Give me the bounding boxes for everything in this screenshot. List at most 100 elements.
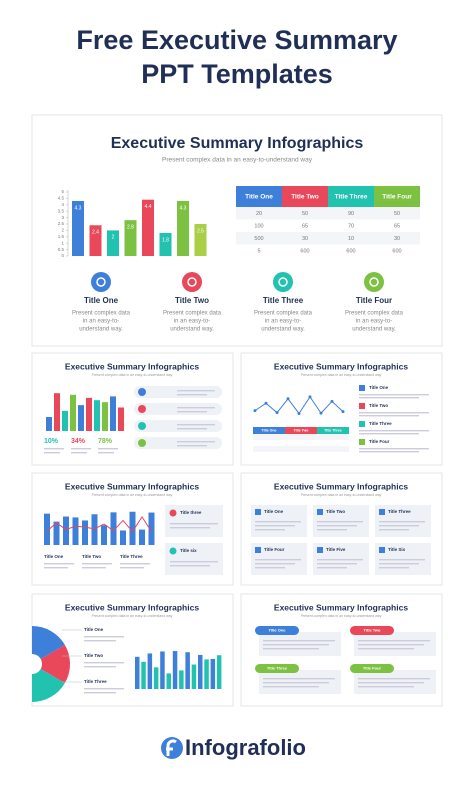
thumb-subtitle: Present complex data in an easy-to-under…: [301, 373, 382, 377]
thumb-title: Executive Summary Infographics: [65, 361, 199, 371]
pill: [134, 437, 222, 449]
item-text: understand way.: [352, 327, 396, 333]
deco-bar: [185, 652, 190, 689]
item-text: understand way.: [79, 327, 123, 333]
thumb-label: 78%: [98, 438, 113, 445]
thumb-label: Title One: [264, 509, 284, 514]
item-title: Title Two: [175, 296, 209, 305]
text-line: [170, 523, 218, 525]
y-tick-label: 1.5: [58, 234, 65, 239]
deco-sector: [32, 645, 70, 683]
text-line: [263, 686, 319, 688]
list-icon: [359, 421, 365, 427]
table-cell: 10: [348, 236, 354, 242]
y-tick-label: 2: [61, 228, 64, 233]
text-line: [358, 644, 424, 646]
item-title: Title Three: [263, 296, 304, 305]
thumb-label: Title Two: [294, 428, 309, 432]
list-icon: [359, 439, 365, 445]
deco-bar: [210, 658, 216, 689]
deco-bar: [118, 407, 124, 431]
text-line: [255, 567, 285, 569]
card-icon: [169, 547, 177, 555]
text-line: [44, 563, 74, 565]
text-line: [359, 412, 429, 414]
table-cell: 500: [254, 236, 263, 242]
text-line: [317, 567, 347, 569]
item-title: Title Four: [356, 296, 392, 305]
deco-bar: [153, 667, 159, 689]
text-line: [84, 688, 124, 690]
text-line: [255, 521, 301, 523]
text-line: [84, 640, 116, 642]
table-cell: 600: [346, 248, 355, 254]
deco-bar: [141, 661, 146, 689]
deco-bar: [139, 529, 145, 545]
text-line: [177, 394, 207, 396]
deco-bar: [54, 393, 60, 431]
deco-dot: [319, 411, 323, 415]
text-line: [177, 411, 207, 413]
deco-bar: [62, 410, 68, 431]
card-icon: [317, 547, 323, 553]
table-cell: 30: [302, 236, 308, 242]
thumb-th: [285, 427, 317, 434]
deco-bar: [86, 397, 92, 431]
item-icon-inner: [278, 277, 288, 287]
brand: Infografolio: [185, 735, 306, 760]
item-icon-inner: [369, 277, 379, 287]
thumb-subtitle: Present complex data in an easy-to-under…: [301, 493, 382, 497]
text-line: [44, 452, 60, 454]
deco-sector: [32, 626, 65, 664]
text-line: [177, 428, 207, 430]
y-tick-label: 0: [61, 253, 64, 258]
deco-bar: [135, 656, 140, 689]
deco-hole: [22, 654, 42, 674]
deco-bar: [110, 396, 116, 431]
table-header: Title Three: [335, 194, 368, 201]
thumb-title: Executive Summary Infographics: [65, 602, 199, 612]
table-row: [236, 207, 420, 220]
text-line: [359, 430, 429, 432]
item-text: in an easy-to-: [83, 319, 119, 325]
bar: [89, 225, 102, 256]
deco-bar: [172, 651, 178, 689]
thumb-tr: [253, 434, 349, 440]
text-line: [170, 527, 210, 529]
thumb-label: Title Two: [82, 554, 101, 559]
thumb-label: Title One: [84, 627, 104, 632]
text-line: [358, 678, 430, 680]
text-line: [84, 662, 124, 664]
thumb-subtitle: Present complex data in an easy-to-under…: [92, 493, 173, 497]
item-text: understand way.: [170, 327, 214, 333]
text-line: [379, 521, 425, 523]
thumb-label: Title Three: [388, 509, 411, 514]
deco-bar: [179, 670, 184, 689]
thumb-tr: [253, 440, 349, 446]
deco-bar: [82, 520, 88, 545]
text-line: [317, 525, 357, 527]
text-line: [358, 682, 424, 684]
text-line: [317, 563, 357, 565]
bar: [107, 230, 119, 256]
thumb-th: [317, 427, 349, 434]
card-icon: [169, 509, 177, 517]
table-cell: 30: [394, 236, 400, 242]
item-icon: [182, 272, 202, 292]
thumb-label: Title Three: [324, 428, 342, 432]
deco-bar: [91, 514, 98, 545]
deco-bar: [44, 513, 50, 545]
pill: [350, 626, 394, 635]
item-text: in an easy-to-: [356, 319, 392, 325]
deco-bar: [102, 402, 108, 431]
thumb-subtitle: Present complex data in an easy-to-under…: [92, 373, 173, 377]
text-line: [263, 644, 329, 646]
deco-bar: [198, 654, 203, 689]
text-line: [359, 415, 419, 417]
bar: [142, 199, 154, 256]
text-line: [255, 559, 301, 561]
y-tick-label: 3.5: [58, 208, 65, 213]
thumb-label: Title One: [44, 554, 64, 559]
